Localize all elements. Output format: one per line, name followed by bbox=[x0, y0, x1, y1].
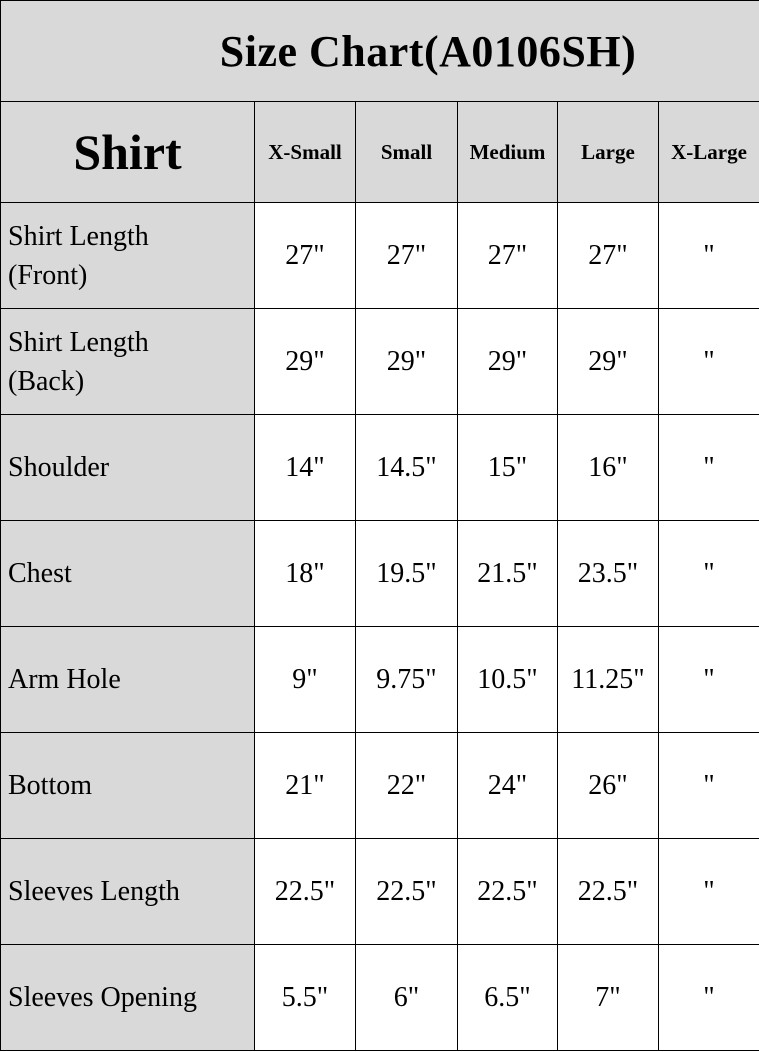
measurement-value: 9" bbox=[254, 626, 356, 733]
size-header-medium: Medium bbox=[457, 101, 558, 203]
category-header: Shirt bbox=[0, 101, 255, 203]
measurement-value: 24" bbox=[457, 732, 558, 839]
measurement-value: 29" bbox=[355, 308, 458, 415]
measurement-value: 22.5" bbox=[457, 838, 558, 945]
measurement-value: " bbox=[658, 944, 759, 1051]
measurement-value: " bbox=[658, 202, 759, 309]
table-row: Sleeves Length 22.5" 22.5" 22.5" 22.5" " bbox=[0, 838, 759, 945]
table-row: Sleeves Opening 5.5" 6" 6.5" 7" " bbox=[0, 944, 759, 1051]
measurement-value: 5.5" bbox=[254, 944, 356, 1051]
measurement-label: Shirt Length (Back) bbox=[0, 308, 255, 415]
measurement-value: 21" bbox=[254, 732, 356, 839]
measurement-value: 11.25" bbox=[557, 626, 659, 733]
size-header-xsmall: X-Small bbox=[254, 101, 356, 203]
measurement-value: 22.5" bbox=[557, 838, 659, 945]
measurement-label: Chest bbox=[0, 520, 255, 627]
measurement-value: 19.5" bbox=[355, 520, 458, 627]
header-row: Shirt X-Small Small Medium Large X-Large bbox=[0, 101, 759, 203]
table-row: Shirt Length (Back) 29" 29" 29" 29" " bbox=[0, 308, 759, 415]
measurement-label: Shirt Length (Front) bbox=[0, 202, 255, 309]
measurement-value: " bbox=[658, 838, 759, 945]
measurement-value: 27" bbox=[355, 202, 458, 309]
size-header-small: Small bbox=[355, 101, 458, 203]
measurement-label: Sleeves Length bbox=[0, 838, 255, 945]
measurement-value: 14" bbox=[254, 414, 356, 521]
measurement-value: 10.5" bbox=[457, 626, 558, 733]
measurement-value: 29" bbox=[254, 308, 356, 415]
measurement-label: Shoulder bbox=[0, 414, 255, 521]
measurement-value: 7" bbox=[557, 944, 659, 1051]
measurement-label: Arm Hole bbox=[0, 626, 255, 733]
measurement-value: 15" bbox=[457, 414, 558, 521]
measurement-label: Sleeves Opening bbox=[0, 944, 255, 1051]
table-row: Arm Hole 9" 9.75" 10.5" 11.25" " bbox=[0, 626, 759, 733]
table-row: Shirt Length (Front) 27" 27" 27" 27" " bbox=[0, 202, 759, 309]
measurement-value: 26" bbox=[557, 732, 659, 839]
measurement-value: 23.5" bbox=[557, 520, 659, 627]
measurement-value: 22" bbox=[355, 732, 458, 839]
measurement-value: 27" bbox=[254, 202, 356, 309]
measurement-value: " bbox=[658, 308, 759, 415]
measurement-value: 21.5" bbox=[457, 520, 558, 627]
measurement-label: Bottom bbox=[0, 732, 255, 839]
table-row: Shoulder 14" 14.5" 15" 16" " bbox=[0, 414, 759, 521]
measurement-value: 9.75" bbox=[355, 626, 458, 733]
measurement-value: 16" bbox=[557, 414, 659, 521]
table-row: Chest 18" 19.5" 21.5" 23.5" " bbox=[0, 520, 759, 627]
measurement-value: 22.5" bbox=[355, 838, 458, 945]
measurement-value: 6.5" bbox=[457, 944, 558, 1051]
size-header-large: Large bbox=[557, 101, 659, 203]
measurement-value: 18" bbox=[254, 520, 356, 627]
measurement-value: " bbox=[658, 626, 759, 733]
measurement-value: 22.5" bbox=[254, 838, 356, 945]
measurement-value: " bbox=[658, 414, 759, 521]
table-row: Bottom 21" 22" 24" 26" " bbox=[0, 732, 759, 839]
measurement-value: 29" bbox=[557, 308, 659, 415]
measurement-value: 14.5" bbox=[355, 414, 458, 521]
measurement-value: " bbox=[658, 732, 759, 839]
measurement-value: 27" bbox=[457, 202, 558, 309]
measurement-value: 27" bbox=[557, 202, 659, 309]
measurement-value: 6" bbox=[355, 944, 458, 1051]
measurement-value: 29" bbox=[457, 308, 558, 415]
measurement-value: " bbox=[658, 520, 759, 627]
chart-title: Size Chart(A0106SH) bbox=[0, 0, 759, 102]
size-header-xlarge: X-Large bbox=[658, 101, 759, 203]
